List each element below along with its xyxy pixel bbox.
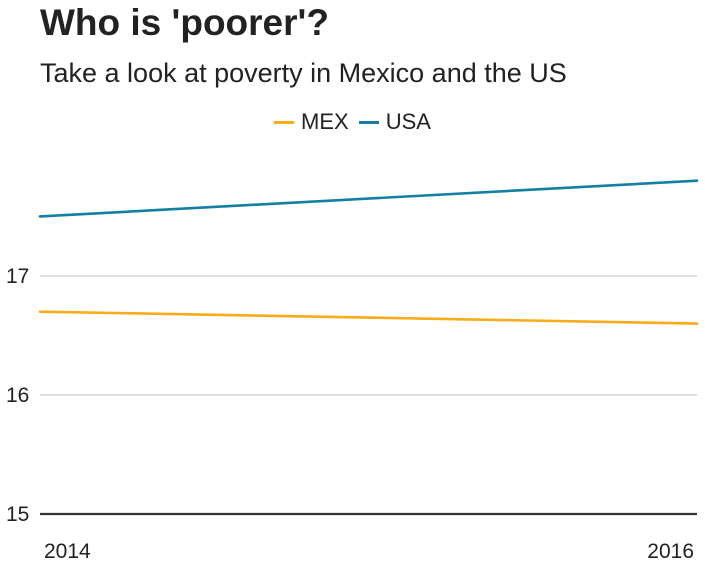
x-tick-label-2016: 2016 xyxy=(647,540,694,563)
legend-label-mex: MEX xyxy=(301,109,349,134)
y-tick-label-17: 17 xyxy=(6,265,29,288)
legend: MEX USA xyxy=(0,107,705,137)
legend-label-usa: USA xyxy=(385,109,431,134)
series-line-mex xyxy=(38,310,699,325)
y-tick-label-16: 16 xyxy=(6,384,29,407)
x-tick-label-2014: 2014 xyxy=(44,540,91,563)
legend-swatch-mex xyxy=(274,120,295,124)
legend-item-mex: MEX xyxy=(274,109,349,135)
y-tick-label-15: 15 xyxy=(6,503,29,526)
legend-item-usa: USA xyxy=(358,109,431,135)
chart-title: Who is 'poorer'? xyxy=(40,2,329,43)
legend-swatch-usa xyxy=(358,120,379,124)
series-line-usa xyxy=(38,179,699,218)
chart-subtitle: Take a look at poverty in Mexico and the… xyxy=(40,58,567,88)
